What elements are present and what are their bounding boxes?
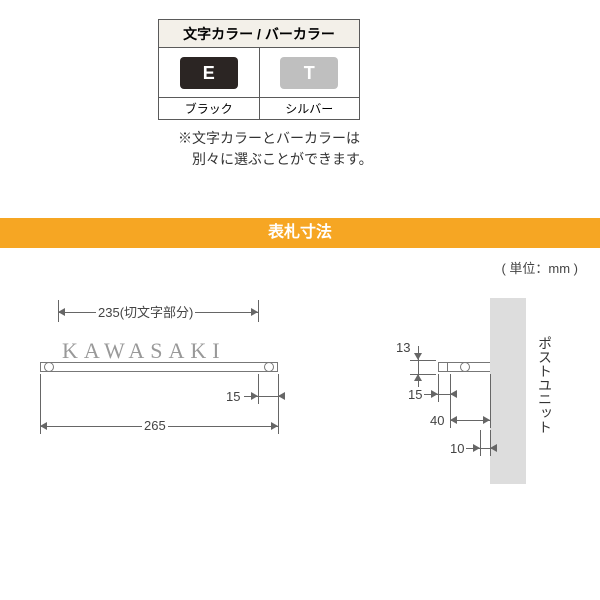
dim-arrow <box>278 392 285 400</box>
section-title-bar: 表札寸法 <box>0 218 600 248</box>
dim-extension <box>278 400 279 434</box>
dim-label-10: 10 <box>448 441 466 456</box>
dim-label-40: 40 <box>428 413 446 428</box>
mount-hole <box>44 362 54 372</box>
dim-arrow <box>431 390 438 398</box>
dim-arrow <box>271 422 278 430</box>
dim-extension <box>480 430 481 456</box>
color-swatch-cell-t: T <box>259 48 360 98</box>
dim-arrow <box>58 308 65 316</box>
unit-label: ( 単位：mm ) <box>501 258 578 277</box>
dim-extension <box>438 374 439 402</box>
color-swatch-e: E <box>180 57 238 89</box>
dimension-diagram: 235(切文字部分) KAWASAKI 15 265 ポストユニット 13 15… <box>30 300 570 580</box>
dim-label-15: 15 <box>224 389 242 404</box>
dim-line-15b <box>424 394 452 395</box>
post-unit-block <box>490 298 526 484</box>
dim-label-265: 265 <box>142 418 168 433</box>
note-line-2: 別々に選ぶことができます。 <box>178 151 373 167</box>
dim-extension <box>490 374 491 428</box>
mount-side <box>460 362 470 372</box>
mount-hole <box>264 362 274 372</box>
dim-extension <box>258 374 259 404</box>
color-option-table: 文字カラー / バーカラー E T ブラック シルバー <box>158 19 360 120</box>
dim-arrow <box>450 416 457 424</box>
dim-extension <box>410 360 436 361</box>
dim-label-235: 235(切文字部分) <box>96 302 195 321</box>
dim-arrow <box>490 444 497 452</box>
color-label-e: ブラック <box>159 98 260 120</box>
post-unit-label: ポストユニット <box>535 336 555 434</box>
color-swatch-t: T <box>280 57 338 89</box>
color-swatch-cell-e: E <box>159 48 260 98</box>
dim-line-15 <box>244 396 280 397</box>
dim-arrow <box>450 390 457 398</box>
color-table-header: 文字カラー / バーカラー <box>159 20 360 48</box>
dim-extension <box>490 430 491 456</box>
sample-lettering: KAWASAKI <box>62 338 226 364</box>
dim-arrow <box>414 374 422 381</box>
dim-extension <box>258 300 259 322</box>
dim-label-13: 13 <box>394 340 412 355</box>
dim-arrow <box>473 444 480 452</box>
color-note: ※文字カラーとバーカラーは 別々に選ぶことができます。 <box>178 128 373 170</box>
dim-arrow <box>414 353 422 360</box>
note-line-1: ※文字カラーとバーカラーは <box>178 130 360 146</box>
dim-label-15b: 15 <box>406 387 424 402</box>
color-label-t: シルバー <box>259 98 360 120</box>
dim-arrow <box>251 308 258 316</box>
bar-end-cap <box>438 362 448 372</box>
dim-arrow <box>251 392 258 400</box>
dim-arrow <box>40 422 47 430</box>
dim-arrow <box>483 416 490 424</box>
